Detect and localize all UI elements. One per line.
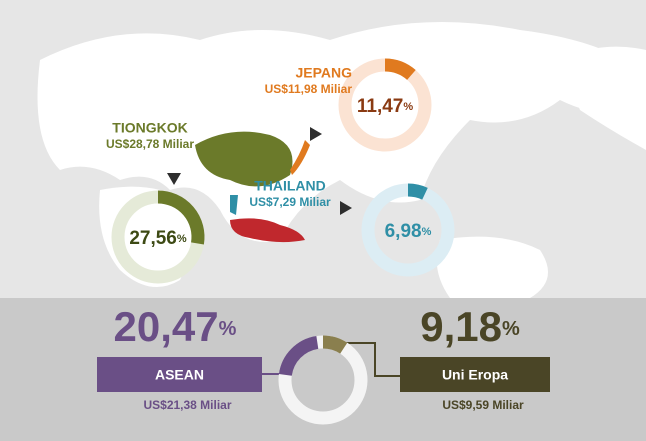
category-label: TIONGKOK — [112, 120, 187, 136]
donut-arc — [278, 336, 319, 377]
percent-value: 20,47 — [114, 303, 219, 350]
percent-unit: % — [422, 226, 432, 238]
amount-label: US$7,29 Miliar — [249, 195, 331, 209]
category-box — [97, 357, 262, 392]
asean-shape — [230, 218, 305, 243]
percent-value: 27,56 — [129, 228, 177, 249]
percent-label: 11,47% — [357, 96, 414, 117]
donut-arc — [322, 335, 348, 354]
category-label: THAILAND — [254, 178, 326, 194]
percent-value: 11,47 — [357, 96, 404, 117]
percent-label: 6,98% — [385, 221, 432, 242]
amount-label: US$21,38 Miliar — [143, 398, 231, 412]
percent-label: 20,47% — [114, 303, 237, 350]
amount-label: US$9,59 Miliar — [442, 398, 524, 412]
china-shape — [195, 131, 293, 187]
pointer — [310, 127, 322, 141]
category-label: JEPANG — [295, 65, 352, 81]
category-label: ASEAN — [155, 367, 204, 383]
amount-label: US$28,78 Miliar — [106, 137, 194, 151]
percent-unit: % — [177, 233, 187, 245]
amount-label: US$11,98 Miliar — [265, 82, 353, 96]
pointer — [340, 201, 352, 215]
percent-label: 27,56% — [129, 228, 187, 249]
percent-label: 9,18% — [420, 303, 520, 350]
donut-arc — [157, 190, 205, 245]
connector — [345, 342, 400, 377]
category-box — [400, 357, 550, 392]
thailand-shape — [230, 195, 238, 215]
percent-unit: % — [219, 318, 237, 340]
percent-value: 6,98 — [385, 221, 422, 242]
donut-arc — [407, 183, 428, 200]
percent-unit: % — [403, 101, 413, 113]
percent-value: 9,18 — [420, 303, 502, 350]
percent-unit: % — [502, 318, 520, 340]
japan-shape — [290, 140, 310, 175]
pointer — [167, 173, 181, 185]
donut-arc — [384, 58, 416, 81]
category-label: Uni Eropa — [442, 367, 508, 383]
